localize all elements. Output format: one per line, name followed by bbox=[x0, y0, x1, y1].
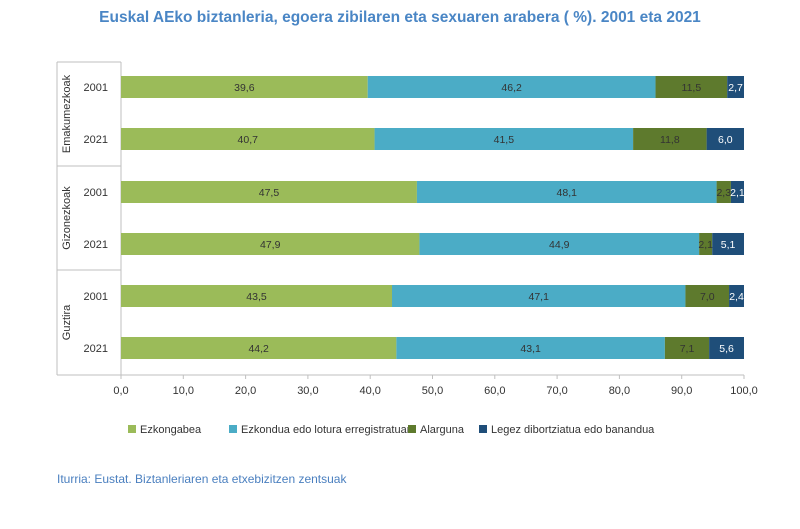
bar-1-2 bbox=[416, 181, 717, 203]
bar-1-1 bbox=[374, 128, 634, 150]
legend-swatch-2 bbox=[408, 425, 416, 433]
legend-swatch-0 bbox=[128, 425, 136, 433]
group-label-2: Guztira bbox=[61, 304, 73, 340]
row-label-2-2021: 2021 bbox=[84, 343, 108, 355]
legend-swatch-3 bbox=[479, 425, 487, 433]
source-note: Iturria: Eustat. Biztanleriaren eta etxe… bbox=[57, 472, 347, 486]
bar-label-0-5: 44,2 bbox=[248, 343, 269, 355]
bar-label-2-4: 7,0 bbox=[700, 291, 715, 303]
bar-label-3-1: 6,0 bbox=[718, 134, 733, 146]
chart-title: Euskal AEko biztanleria, egoera zibilare… bbox=[99, 9, 701, 26]
group-label-0: Emakumezkoak bbox=[61, 74, 73, 153]
bar-0-4 bbox=[121, 285, 393, 307]
bar-3-3 bbox=[712, 233, 744, 255]
bar-label-0-1: 40,7 bbox=[238, 134, 259, 146]
bar-label-0-3: 47,9 bbox=[260, 239, 281, 251]
bar-3-2 bbox=[730, 181, 744, 203]
bar-label-3-5: 5,6 bbox=[719, 343, 734, 355]
bar-0-0 bbox=[121, 76, 368, 98]
bar-label-1-5: 43,1 bbox=[520, 343, 541, 355]
row-label-2-2001: 2001 bbox=[84, 291, 108, 303]
bar-label-1-2: 48,1 bbox=[557, 187, 578, 199]
x-tick-label-0: 0,0 bbox=[113, 385, 128, 397]
x-tick-label-3: 30,0 bbox=[297, 385, 318, 397]
bar-0-3 bbox=[121, 233, 420, 255]
bar-label-1-0: 46,2 bbox=[501, 82, 522, 94]
legend-label-3: Legez dibortziatua edo banandua bbox=[491, 424, 655, 436]
bar-0-1 bbox=[121, 128, 375, 150]
x-tick-label-1: 10,0 bbox=[173, 385, 194, 397]
bar-2-0 bbox=[655, 76, 728, 98]
bar-2-2 bbox=[716, 181, 731, 203]
bar-label-3-3: 5,1 bbox=[721, 239, 736, 251]
bar-label-1-3: 44,9 bbox=[549, 239, 570, 251]
bar-label-0-4: 43,5 bbox=[246, 291, 267, 303]
x-tick-label-5: 50,0 bbox=[422, 385, 443, 397]
bar-label-3-2: 2,1 bbox=[730, 187, 745, 199]
bar-2-5 bbox=[664, 337, 710, 359]
x-tick-label-6: 60,0 bbox=[484, 385, 505, 397]
legend-label-2: Alarguna bbox=[420, 424, 465, 436]
bar-0-5 bbox=[121, 337, 397, 359]
bar-label-1-4: 47,1 bbox=[529, 291, 550, 303]
legend-label-1: Ezkondua edo lotura erregistratuan bbox=[241, 424, 413, 436]
bar-label-0-2: 47,5 bbox=[259, 187, 280, 199]
x-tick-label-2: 20,0 bbox=[235, 385, 256, 397]
bar-1-0 bbox=[367, 76, 656, 98]
bar-2-4 bbox=[685, 285, 730, 307]
bar-2-1 bbox=[633, 128, 707, 150]
bar-label-2-5: 7,1 bbox=[680, 343, 695, 355]
bar-label-2-0: 11,5 bbox=[682, 82, 702, 94]
x-tick-label-9: 90,0 bbox=[671, 385, 692, 397]
row-label-1-2001: 2001 bbox=[84, 187, 108, 199]
row-label-1-2021: 2021 bbox=[84, 239, 108, 251]
legend-label-0: Ezkongabea bbox=[140, 424, 202, 436]
bar-label-1-1: 41,5 bbox=[494, 134, 515, 146]
bar-label-2-2: 2,3 bbox=[716, 187, 731, 199]
bar-label-2-3: 2,1 bbox=[698, 239, 713, 251]
bar-2-3 bbox=[699, 233, 713, 255]
bar-1-4 bbox=[392, 285, 686, 307]
bar-3-1 bbox=[706, 128, 744, 150]
row-label-0-2021: 2021 bbox=[84, 134, 108, 146]
bar-0-2 bbox=[121, 181, 417, 203]
bar-label-3-0: 2,7 bbox=[728, 82, 743, 94]
x-tick-label-7: 70,0 bbox=[546, 385, 567, 397]
bar-label-2-1: 11,8 bbox=[660, 134, 680, 146]
row-label-0-2001: 2001 bbox=[84, 82, 108, 94]
x-tick-label-10: 100,0 bbox=[730, 385, 758, 397]
bar-3-4 bbox=[729, 285, 744, 307]
bar-1-5 bbox=[396, 337, 665, 359]
x-tick-label-8: 80,0 bbox=[609, 385, 630, 397]
legend-swatch-1 bbox=[229, 425, 237, 433]
bar-3-5 bbox=[709, 337, 744, 359]
bar-label-3-4: 2,4 bbox=[729, 291, 744, 303]
bar-label-0-0: 39,6 bbox=[234, 82, 255, 94]
x-tick-label-4: 40,0 bbox=[359, 385, 380, 397]
bar-3-0 bbox=[727, 76, 744, 98]
group-label-1: Gizonezkoak bbox=[61, 186, 73, 250]
bar-1-3 bbox=[419, 233, 700, 255]
